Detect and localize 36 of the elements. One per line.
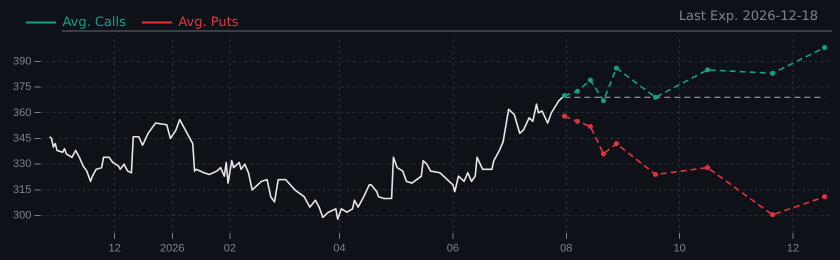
y-tick-label: 360 — [12, 106, 32, 119]
x-tick-label: 08 — [560, 242, 572, 254]
point — [614, 66, 619, 71]
point — [600, 98, 606, 104]
point — [588, 124, 593, 129]
x-tick-label: 02 — [224, 242, 236, 254]
text: Last Exp. 2026-12-18 — [678, 9, 818, 24]
point — [770, 212, 776, 218]
x-tick-label: 12 — [786, 242, 800, 254]
point — [822, 194, 828, 200]
point — [600, 151, 606, 156]
point — [704, 165, 710, 170]
point — [574, 88, 580, 94]
point — [652, 94, 658, 100]
y-tick-label: 315 — [12, 184, 32, 196]
legend-label: Avg. Calls — [62, 14, 126, 30]
y-tick-label: 345 — [12, 132, 32, 145]
point — [704, 67, 710, 72]
y-tick-label: 390 — [12, 55, 32, 68]
x-tick-label: 04 — [333, 242, 346, 254]
y-tick-label: 330 — [12, 158, 32, 170]
point — [614, 141, 619, 146]
point — [562, 93, 567, 98]
legend-label: Avg. Puts — [178, 14, 239, 30]
x-tick-label: 12 — [108, 242, 121, 254]
point — [562, 114, 567, 119]
y-tick-label: 375 — [12, 81, 32, 94]
point — [574, 118, 580, 124]
point — [652, 172, 658, 177]
x-tick-label: 06 — [446, 242, 460, 254]
point — [822, 45, 828, 50]
y-tick-label: 300 — [12, 210, 32, 222]
point — [770, 70, 776, 76]
point — [588, 78, 593, 83]
x-tick-label: 2026 — [160, 242, 185, 254]
x-tick-label: 10 — [673, 242, 686, 254]
